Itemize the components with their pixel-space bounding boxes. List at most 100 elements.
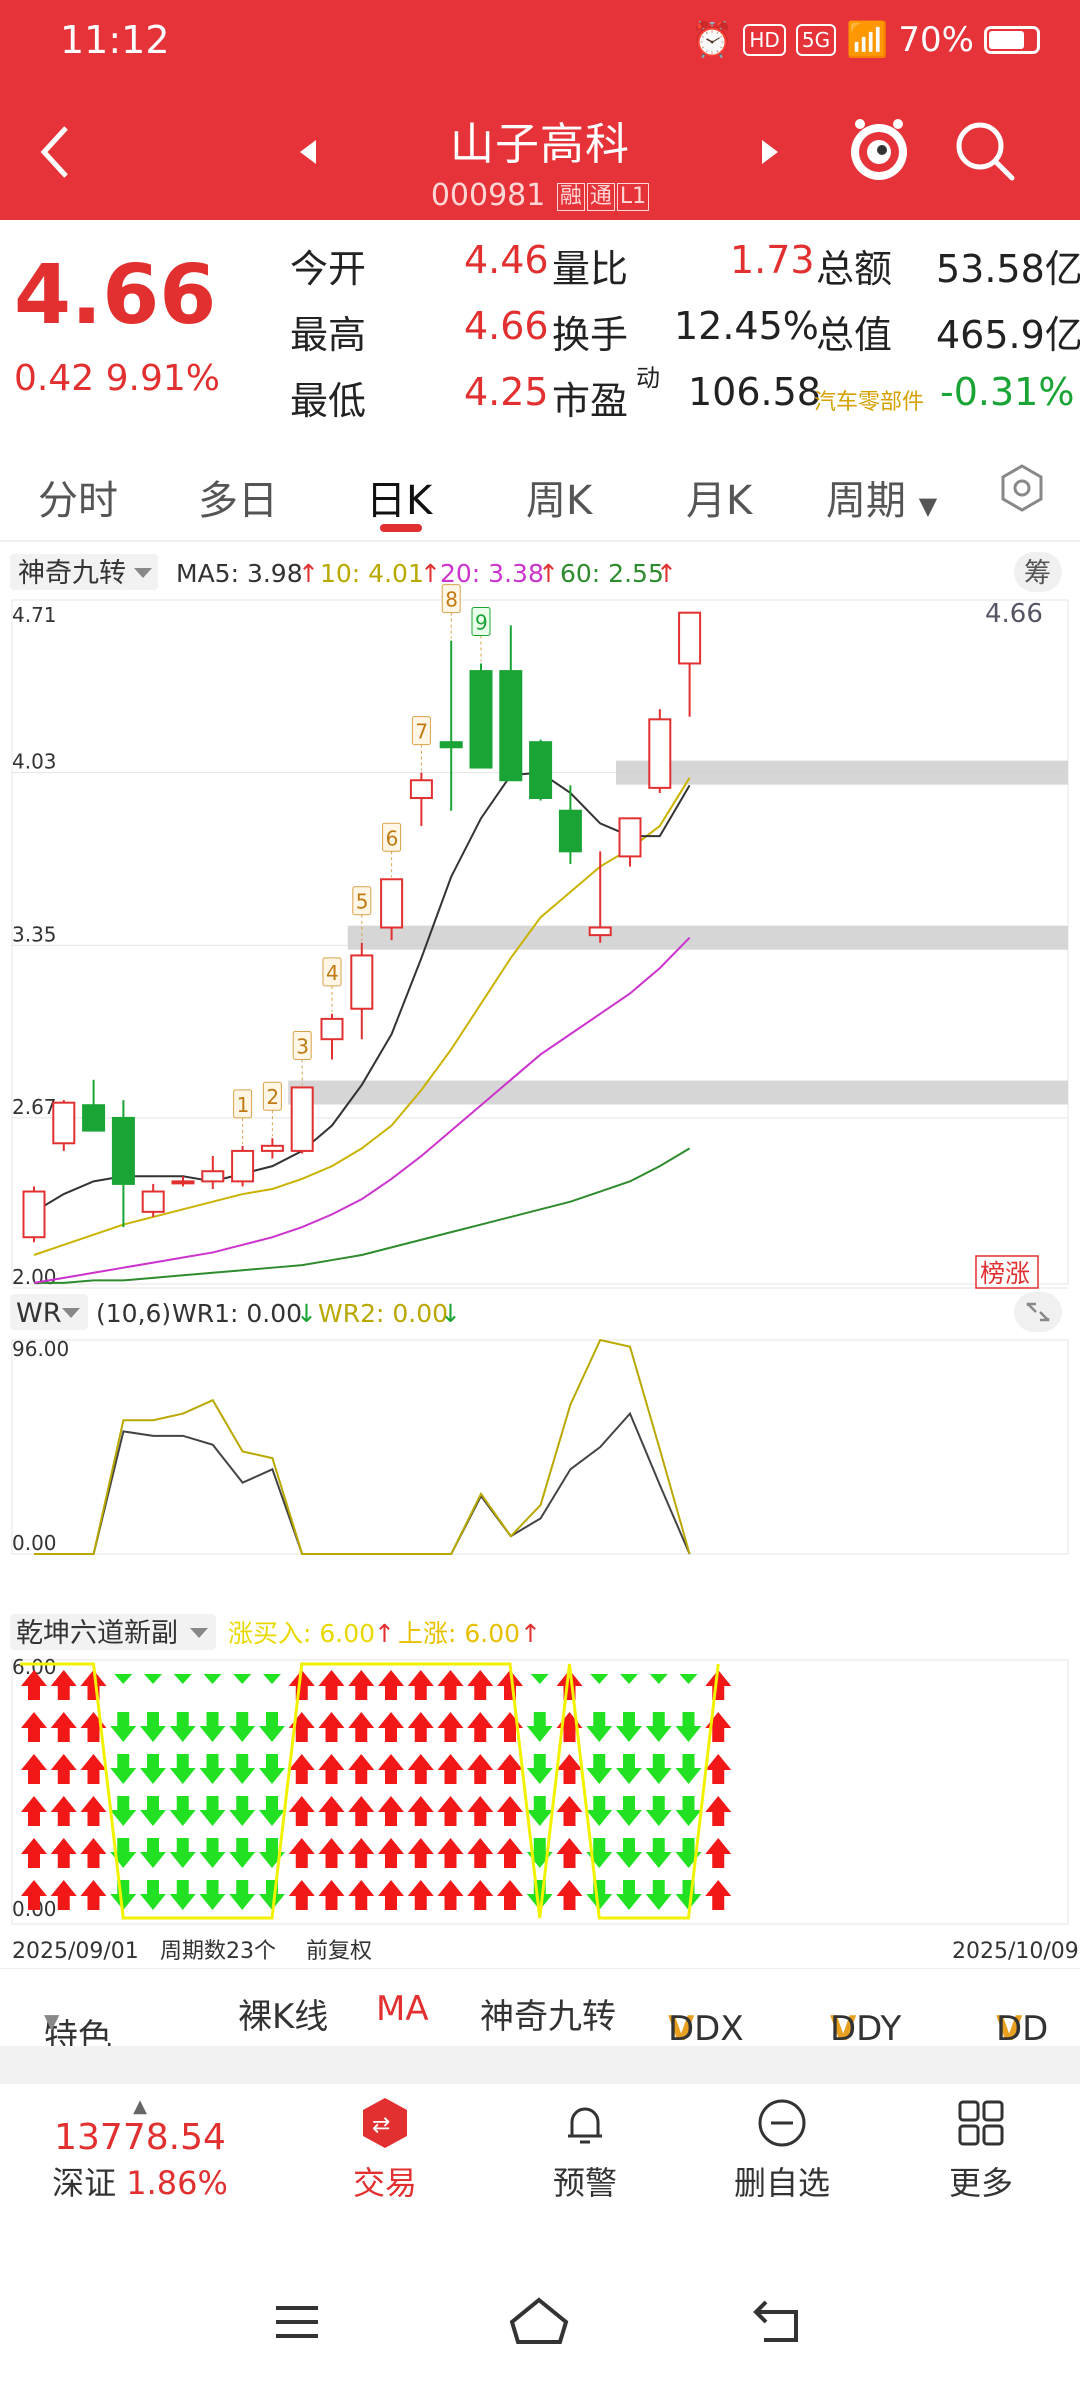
tab-monthly-k[interactable]: 月K xyxy=(686,478,753,524)
tab-period[interactable]: 周期 ▼ xyxy=(826,468,937,526)
up-arrow-icon xyxy=(378,1754,404,1784)
down-arrow-icon xyxy=(203,1674,222,1684)
y-tick-label: 4.71 xyxy=(12,603,57,627)
down-arrow-icon xyxy=(675,1754,702,1784)
down-arrow-icon xyxy=(199,1754,226,1784)
down-arrow-icon xyxy=(645,1880,672,1910)
down-arrow-icon xyxy=(645,1796,672,1826)
price-change: 0.42 9.91% xyxy=(14,358,220,399)
y-tick-label: 2.00 xyxy=(12,1265,57,1289)
next-stock-icon[interactable] xyxy=(758,138,782,166)
tab-daily-k[interactable]: 日K xyxy=(366,478,433,524)
down-arrow-icon xyxy=(259,1838,285,1868)
up-arrow-icon xyxy=(437,1880,464,1910)
up-arrow-icon xyxy=(50,1796,77,1826)
up-arrow-icon xyxy=(467,1712,494,1742)
status-icons: ⏰ HD 5G 📶 70% xyxy=(691,20,1040,60)
nine-turn-box xyxy=(441,584,461,614)
expand-button[interactable] xyxy=(1014,1292,1062,1332)
quote-row: 最低 4.25 市盈 动 106.58 汽车零部件 -0.31% xyxy=(290,364,1074,430)
up-arrow-icon xyxy=(80,1754,107,1784)
down-arrow-icon xyxy=(169,1712,196,1742)
ma20-label: 20: 3.38 xyxy=(440,559,544,588)
down-arrow-icon xyxy=(526,1880,553,1910)
nav-remove-watchlist[interactable]: 删自选 xyxy=(722,2096,842,2204)
up-arrow-icon xyxy=(288,1712,315,1742)
index-widget[interactable]: ▲ 13778.54 深证 1.86% xyxy=(40,2096,240,2204)
nav-more[interactable]: 更多 xyxy=(936,2096,1026,2204)
down-arrow-icon xyxy=(645,1754,672,1784)
up-arrow-icon xyxy=(348,1796,375,1826)
nine-turn-box xyxy=(322,957,342,987)
up-arrow-icon xyxy=(348,1712,375,1742)
wr1-line xyxy=(34,1411,691,1555)
sector-label[interactable]: 汽车零部件 xyxy=(814,390,925,415)
wr-params: (10,6) xyxy=(96,1299,171,1328)
menu-item-nine-turn[interactable]: 神奇九转 xyxy=(480,1997,616,2037)
ma60-arrow-icon: ↑ xyxy=(656,559,677,588)
up-arrow-icon xyxy=(705,1796,732,1826)
tab-intraday[interactable]: 分时 xyxy=(38,478,118,524)
nav-alert-label: 预警 xyxy=(552,2164,617,2202)
adjust-label: 前复权 xyxy=(306,1939,372,1964)
candle-body xyxy=(558,809,582,853)
open-value: 4.46 xyxy=(464,238,549,282)
quote-grid: 今开 4.46 量比 1.73 总额 53.58亿 最高 4.66 换手 12.… xyxy=(290,232,1080,430)
back-nav-icon[interactable] xyxy=(752,2298,804,2344)
indicator-select[interactable] xyxy=(10,554,158,590)
level-tag: L1 xyxy=(616,182,650,211)
up-label: 上涨: 6.00 xyxy=(398,1619,520,1648)
caret-down-icon: ▼ xyxy=(44,2009,60,2033)
menu-item-ma[interactable]: MA xyxy=(376,1989,429,2029)
last-price-label: 4.66 xyxy=(985,599,1043,629)
wr-select[interactable] xyxy=(10,1294,88,1330)
signal-grid: 6.000.00 xyxy=(11,1655,1069,1925)
home-icon[interactable] xyxy=(508,2296,570,2346)
up-arrow-icon xyxy=(288,1838,315,1868)
open-label: 今开 xyxy=(290,247,367,291)
nine-turn-box xyxy=(352,886,372,916)
down-arrow-icon xyxy=(645,1712,672,1742)
up-arrow-icon xyxy=(407,1712,434,1742)
search-icon[interactable] xyxy=(954,120,1018,184)
sector-value: -0.31% xyxy=(940,370,1075,414)
menu-item-naked-k[interactable]: 裸K线 xyxy=(238,1997,329,2037)
mascot-icon[interactable] xyxy=(846,112,912,188)
y-tick-label: 3.35 xyxy=(12,922,57,946)
tab-weekly-k[interactable]: 周K xyxy=(526,478,593,524)
nav-alert[interactable]: 预警 xyxy=(540,2096,630,2204)
down-arrow-icon xyxy=(110,1754,137,1784)
wr2-line xyxy=(34,1338,691,1555)
prev-stock-icon[interactable] xyxy=(296,138,320,166)
ma5-arrow-icon: ↑ xyxy=(298,559,319,588)
signal-select[interactable] xyxy=(10,1614,216,1650)
up-arrow-icon xyxy=(407,1670,434,1700)
nav-trade[interactable]: ⇄ 交易 xyxy=(340,2096,430,2204)
back-icon[interactable] xyxy=(36,122,76,182)
wr-legend: WR (10,6) WR1: 0.00 ↓ WR2: 0.00 ↓ xyxy=(10,1292,1062,1332)
up-arrow-icon xyxy=(348,1838,375,1868)
chip-button[interactable] xyxy=(1014,552,1062,592)
settings-hex-icon[interactable] xyxy=(996,462,1048,514)
low-value: 4.25 xyxy=(464,370,549,414)
high-value: 4.66 xyxy=(464,304,549,348)
tab-multiday[interactable]: 多日 xyxy=(198,478,278,524)
down-arrow-icon xyxy=(259,1796,285,1826)
kline-chart-area[interactable]: 神奇九转 MA5: 3.98 ↑ 10: 4.01 ↑ 20: 3.38 ↑ 6… xyxy=(0,548,1080,1972)
x-start-label: 2025/09/01 xyxy=(12,1939,139,1964)
up-arrow-icon xyxy=(50,1754,77,1784)
pe-value: 106.58 xyxy=(688,370,821,414)
down-arrow-icon xyxy=(259,1880,285,1910)
menu-item-ddx-label: DDX xyxy=(668,2009,744,2049)
active-tab-indicator xyxy=(380,524,422,532)
market-cap-label: 总值 xyxy=(816,313,893,357)
nine-turn-label: 6 xyxy=(386,826,399,850)
down-arrow-icon xyxy=(616,1754,642,1784)
nine-turn-label: 5 xyxy=(356,890,369,914)
menu-icon[interactable] xyxy=(272,2302,322,2342)
candle-body xyxy=(82,1104,106,1132)
rank-badge[interactable]: 榜涨 xyxy=(975,1255,1039,1289)
candle-body xyxy=(409,779,433,800)
up-arrow-icon xyxy=(21,1838,47,1868)
down-arrow-icon xyxy=(173,1674,192,1684)
